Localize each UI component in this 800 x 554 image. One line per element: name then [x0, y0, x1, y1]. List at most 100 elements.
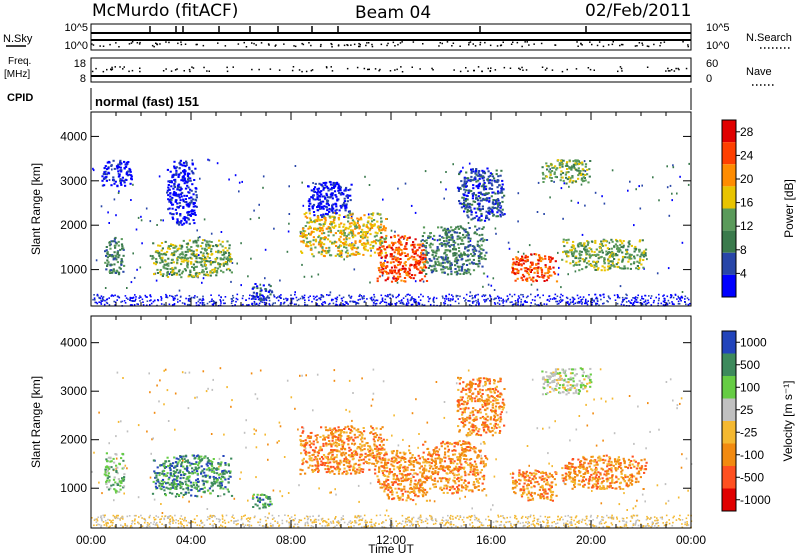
echo-pixel [581, 244, 584, 247]
ground-scatter-pixel [322, 295, 324, 297]
echo-pixel [551, 257, 554, 260]
ground-scatter-pixel [263, 296, 265, 298]
echo-pixel [190, 212, 193, 215]
ground-scatter-pixel [103, 516, 106, 519]
ground-scatter-pixel [621, 301, 624, 303]
echo-pixel [550, 170, 554, 172]
nave-dot [587, 67, 590, 69]
echo-pixel [312, 198, 315, 201]
echo-pixel [585, 257, 588, 260]
noise-search-dot [371, 45, 374, 48]
echo-speckle [468, 162, 471, 165]
ground-scatter-pixel [353, 301, 355, 303]
ground-scatter-pixel [551, 298, 554, 300]
echo-pixel [439, 264, 442, 267]
echo-pixel [366, 239, 369, 242]
echo-pixel [338, 188, 341, 190]
echo-pixel [565, 260, 568, 263]
echo-pixel [252, 297, 255, 300]
echo-speckle [611, 169, 614, 172]
echo-pixel [587, 181, 590, 184]
echo-pixel [483, 185, 486, 188]
ground-scatter-pixel [445, 294, 447, 297]
echo-pixel [463, 182, 466, 185]
ground-scatter-pixel [576, 294, 579, 297]
echo-speckle [369, 281, 371, 284]
echo-speckle [366, 232, 369, 234]
noise-search-dot [346, 44, 348, 46]
echo-pixel [200, 257, 203, 260]
ground-scatter-pixel [177, 522, 180, 525]
echo-pixel [467, 244, 470, 247]
echo-pixel [525, 270, 528, 273]
echo-pixel [567, 238, 570, 241]
echo-pixel [468, 210, 471, 213]
ground-scatter-pixel [121, 300, 124, 303]
echo-pixel [178, 167, 181, 170]
echo-pixel [397, 246, 401, 249]
echo-pixel [180, 195, 183, 198]
ground-scatter-pixel [94, 301, 96, 304]
ground-scatter-pixel [218, 294, 220, 297]
echo-pixel [173, 165, 176, 168]
echo-pixel [327, 251, 330, 254]
ground-scatter-pixel [295, 303, 297, 306]
echo-pixel [430, 269, 433, 272]
nave-dot [481, 70, 483, 73]
ground-scatter-pixel [391, 294, 394, 297]
echo-pixel [344, 188, 347, 191]
ground-scatter-pixel [413, 300, 415, 302]
ground-scatter-pixel [432, 300, 435, 302]
echo-speckle [581, 233, 584, 236]
echo-pixel [609, 260, 612, 263]
echo-speckle [241, 180, 243, 183]
echo-pixel [444, 256, 447, 259]
ground-scatter-pixel [181, 302, 184, 304]
echo-pixel [186, 178, 190, 181]
echo-pixel [319, 245, 322, 248]
echo-pixel [478, 205, 481, 208]
echo-pixel [445, 254, 448, 256]
nave-dot [619, 66, 622, 68]
ground-scatter-pixel [472, 302, 474, 304]
echo-pixel [429, 246, 432, 249]
ground-scatter-pixel [136, 303, 138, 305]
ground-scatter-pixel [514, 300, 517, 302]
ground-scatter-pixel [187, 298, 190, 300]
echo-speckle [553, 180, 555, 183]
echo-pixel [169, 170, 172, 173]
echo-pixel [385, 234, 388, 237]
echo-pixel [326, 200, 329, 203]
echo-pixel [399, 236, 402, 239]
echo-pixel [159, 269, 162, 271]
echo-pixel [570, 251, 573, 254]
echo-pixel [457, 228, 460, 230]
ground-scatter-pixel [530, 293, 532, 296]
echo-pixel [318, 234, 321, 237]
ground-scatter-pixel [565, 296, 568, 299]
echo-pixel [328, 207, 331, 210]
ground-scatter-pixel [335, 303, 337, 306]
echo-pixel [562, 159, 565, 162]
ground-scatter-pixel [666, 295, 669, 298]
ground-scatter-pixel [679, 298, 681, 301]
echo-pixel [117, 256, 120, 259]
echo-pixel [172, 217, 175, 220]
echo-pixel [405, 274, 408, 277]
echo-pixel [120, 262, 123, 265]
ground-scatter-pixel [127, 298, 129, 300]
ground-scatter-pixel [489, 294, 491, 296]
ground-scatter-pixel [629, 302, 632, 304]
echo-pixel [540, 269, 544, 272]
ground-scatter-pixel [357, 302, 360, 305]
ground-scatter-pixel [512, 303, 515, 306]
echo-pixel [478, 234, 481, 237]
echo-pixel [476, 243, 479, 246]
echo-pixel [187, 260, 190, 263]
echo-pixel [175, 166, 178, 169]
ground-scatter-pixel [254, 303, 256, 306]
echo-pixel [316, 209, 319, 212]
ground-scatter-pixel [582, 296, 585, 298]
echo-pixel [316, 220, 319, 222]
echo-pixel [177, 176, 180, 178]
